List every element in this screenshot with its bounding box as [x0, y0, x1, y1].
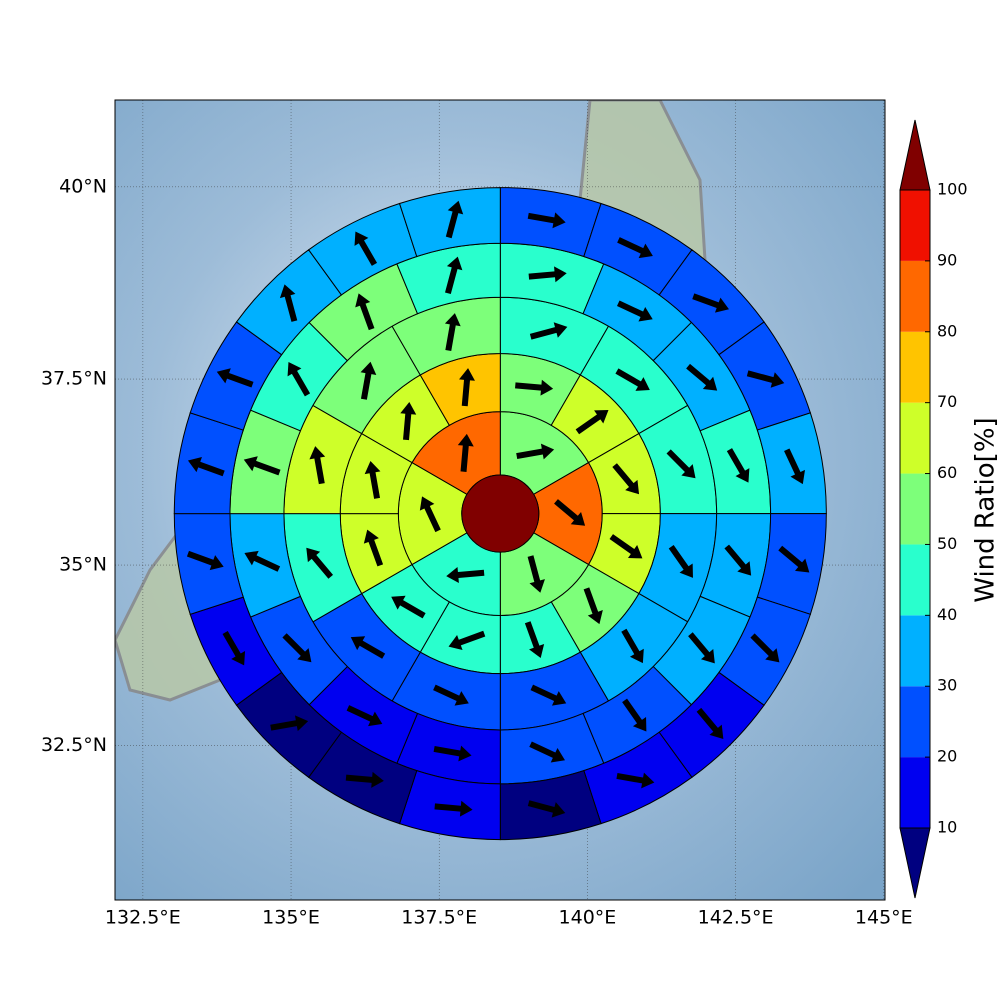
colorbar-tick-label: 90 — [937, 250, 957, 269]
x-tick-label: 132.5°E — [105, 907, 181, 929]
colorbar-tick-label: 50 — [937, 534, 957, 553]
sectors — [174, 188, 826, 840]
colorbar-bin — [900, 332, 930, 403]
colorbar-tick-label: 60 — [937, 463, 957, 482]
colorbar-tick-label: 100 — [937, 180, 968, 199]
colorbar-bin — [900, 190, 930, 261]
x-tick-label: 135°E — [262, 907, 320, 929]
colorbar-label: Wind Ratio[%] — [971, 417, 1000, 602]
x-tick-label: 142.5°E — [698, 907, 774, 929]
y-tick-label: 32.5°N — [41, 734, 107, 756]
x-tick-label: 140°E — [559, 907, 617, 929]
colorbar-extend-max — [900, 120, 930, 190]
colorbar-tick-label: 30 — [937, 676, 957, 695]
colorbar-bin — [900, 686, 930, 757]
colorbar-bin — [900, 403, 930, 474]
colorbar-extend-min — [900, 828, 930, 898]
colorbar-tick-label: 40 — [937, 605, 957, 624]
colorbar-bin — [900, 757, 930, 828]
x-tick-label: 137.5°E — [401, 907, 477, 929]
colorbar: 10 20 30 40 50 60 70 80 90 100 — [900, 120, 968, 898]
y-tick-label: 37.5°N — [41, 368, 107, 390]
colorbar-tick-label: 80 — [937, 321, 957, 340]
y-tick-label: 35°N — [59, 554, 107, 576]
center-disc — [462, 475, 539, 552]
colorbar-tick-label: 20 — [937, 747, 957, 766]
x-tick-label: 145°E — [855, 907, 913, 929]
colorbar-bin — [900, 261, 930, 332]
colorbar-bin — [900, 474, 930, 545]
colorbar-tick-label: 10 — [937, 818, 957, 837]
colorbar-tick-label: 70 — [937, 392, 957, 411]
colorbar-bin — [900, 544, 930, 615]
y-tick-label: 40°N — [59, 175, 107, 197]
colorbar-bin — [900, 615, 930, 686]
